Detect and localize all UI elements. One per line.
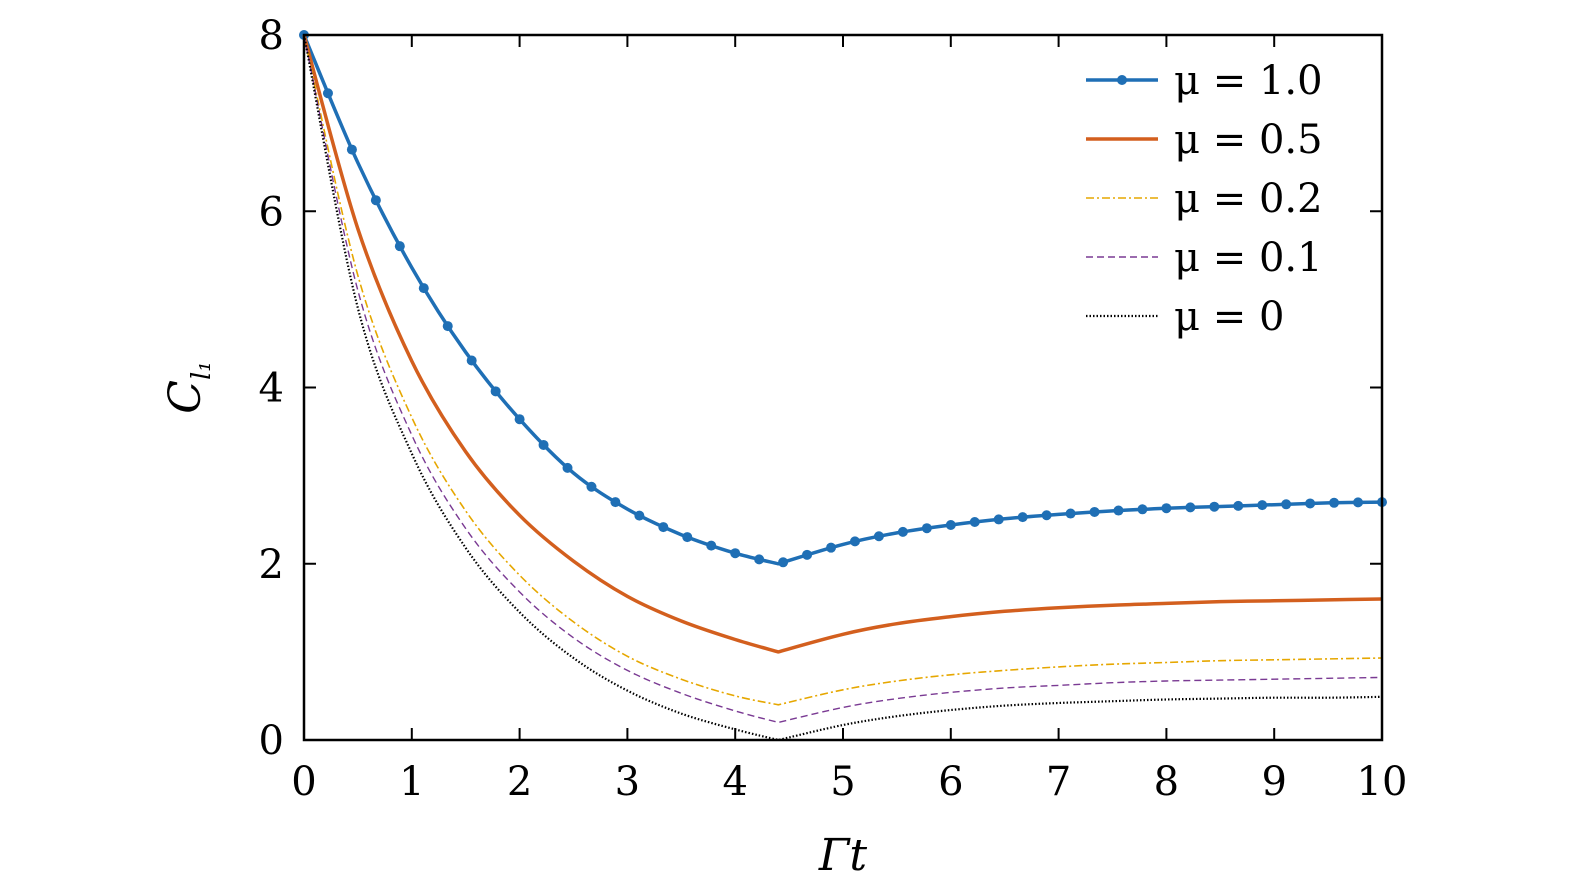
series-point xyxy=(1017,512,1028,523)
series-point xyxy=(1185,502,1196,513)
legend-label: μ = 0.2 xyxy=(1174,176,1323,222)
y-tick-label: 2 xyxy=(259,542,284,588)
x-tick-label: 5 xyxy=(830,759,855,805)
y-tick-label: 4 xyxy=(259,366,284,412)
series-point xyxy=(873,531,884,542)
legend-item: μ = 0.1 xyxy=(1086,235,1323,281)
series-point xyxy=(1041,510,1052,521)
x-tick-label: 9 xyxy=(1261,759,1286,805)
series-point xyxy=(1065,508,1076,519)
legend-label: μ = 0 xyxy=(1174,294,1284,340)
legend-marker xyxy=(1117,75,1127,85)
series-point xyxy=(562,462,573,473)
series-point xyxy=(322,88,333,99)
series-line xyxy=(303,34,1383,706)
y-axis-ticks: 0 2 4 6 8 xyxy=(259,13,1382,764)
y-tick-label: 0 xyxy=(259,718,284,764)
x-tick-label: 0 xyxy=(291,759,316,805)
x-tick-label: 10 xyxy=(1357,759,1408,805)
series-layer xyxy=(299,30,1387,742)
x-axis-label: Γt xyxy=(818,830,868,881)
legend-label: μ = 1.0 xyxy=(1174,58,1323,104)
legend-label: μ = 0.5 xyxy=(1174,117,1323,163)
series-point xyxy=(945,520,956,530)
series-point xyxy=(1281,499,1292,510)
series-point xyxy=(706,540,717,551)
series-point xyxy=(802,549,813,560)
series-point xyxy=(730,548,741,559)
series-1 xyxy=(302,34,1383,654)
series-point xyxy=(754,554,765,565)
series-point xyxy=(1089,506,1100,517)
x-tick-label: 6 xyxy=(938,759,963,805)
series-point xyxy=(993,514,1004,525)
series-line xyxy=(302,34,1383,654)
legend-item: μ = 0 xyxy=(1086,294,1284,340)
series-point xyxy=(418,283,429,294)
series-point xyxy=(610,497,621,508)
series-point xyxy=(778,557,789,568)
x-tick-label: 8 xyxy=(1154,759,1179,805)
series-point xyxy=(490,386,501,397)
series-point xyxy=(1113,505,1124,516)
series-point xyxy=(514,414,525,425)
series-point xyxy=(370,195,381,206)
legend-item: μ = 1.0 xyxy=(1086,58,1323,104)
x-tick-label: 7 xyxy=(1046,759,1071,805)
series-point xyxy=(1257,500,1268,511)
series-point xyxy=(466,355,477,366)
series-point xyxy=(658,522,669,533)
series-point xyxy=(394,241,405,252)
y-tick-label: 6 xyxy=(259,189,284,235)
series-point xyxy=(921,523,932,534)
series-point xyxy=(1233,500,1244,511)
legend-label: μ = 0.1 xyxy=(1174,235,1323,281)
legend-item: μ = 0.5 xyxy=(1086,117,1323,163)
series-point xyxy=(538,439,549,450)
series-point xyxy=(346,144,357,155)
y-axis-label: Cl₁ xyxy=(160,361,217,413)
x-axis-ticks: 0 1 2 3 4 5 6 7 8 9 10 xyxy=(291,35,1407,805)
series-point xyxy=(442,321,453,332)
series-point xyxy=(849,536,860,547)
x-tick-label: 2 xyxy=(507,759,532,805)
x-tick-label: 1 xyxy=(399,759,424,805)
series-point xyxy=(897,526,908,537)
series-point xyxy=(1305,498,1316,509)
series-point xyxy=(1209,501,1220,512)
legend-item: μ = 0.2 xyxy=(1086,176,1323,222)
series-point xyxy=(634,510,645,521)
series-point xyxy=(1161,503,1172,514)
series-point xyxy=(586,481,597,492)
series-0 xyxy=(299,30,1387,568)
y-tick-label: 8 xyxy=(259,13,284,59)
x-tick-label: 4 xyxy=(722,759,747,805)
series-point xyxy=(682,532,693,543)
series-point xyxy=(969,517,980,528)
y-axis-label-subscript: l₁ xyxy=(187,361,217,380)
series-point xyxy=(826,542,837,553)
legend: μ = 1.0 μ = 0.5 μ = 0.2 μ = 0.1 μ = 0 xyxy=(1086,58,1323,340)
series-point xyxy=(1353,497,1364,508)
series-point xyxy=(1329,497,1340,508)
series-point xyxy=(1137,504,1148,515)
x-tick-label: 3 xyxy=(615,759,640,805)
series-2 xyxy=(303,34,1383,706)
